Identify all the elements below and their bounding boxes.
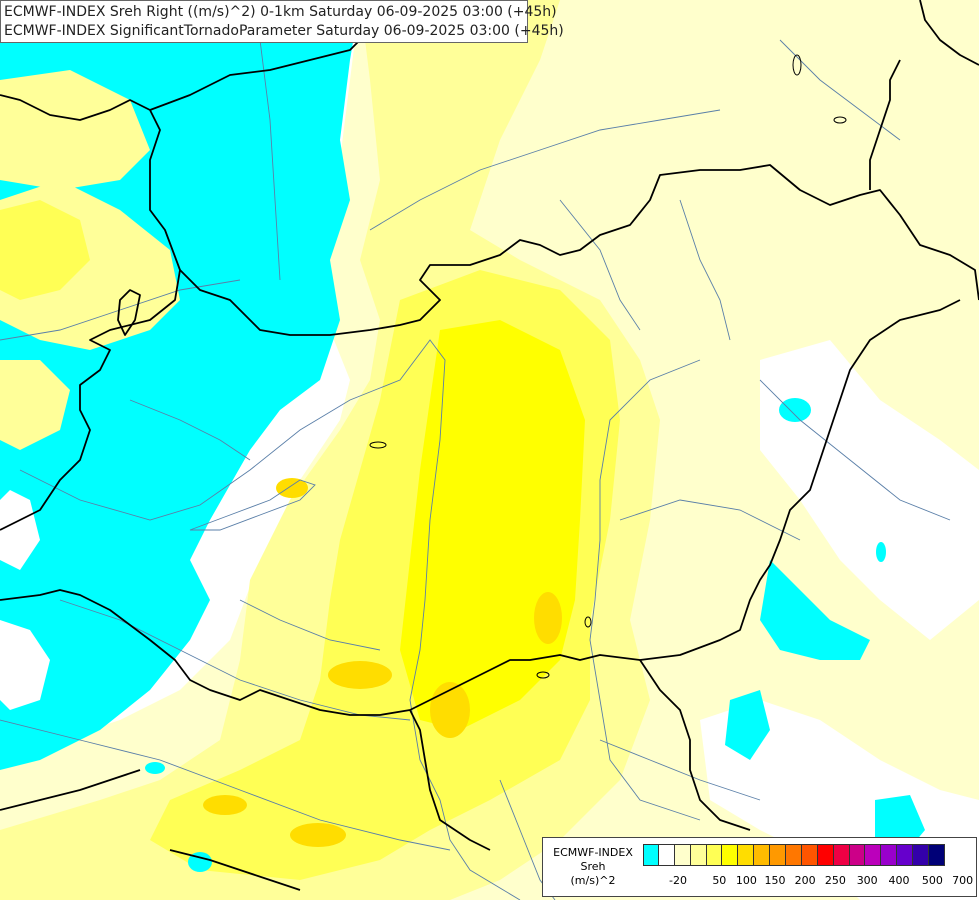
sreh-west-island-5 — [0, 620, 50, 710]
border-south-2 — [169, 849, 301, 891]
river-north-3 — [679, 199, 731, 341]
legend-tick-label: 200 — [794, 874, 816, 887]
sreh-low-patch-east — [760, 340, 979, 640]
legend-tick-label: 250 — [824, 874, 846, 887]
border-hu-ro — [409, 299, 961, 711]
map-header: ECMWF-INDEX Sreh Right ((m/s)^2) 0-1km S… — [0, 0, 564, 43]
legend-swatch — [690, 844, 707, 866]
sreh-negative-east-1 — [760, 560, 870, 660]
legend-swatch — [770, 844, 787, 866]
legend-tick-labels: -20 50 100 150 200 250 300 400 500 700 — [643, 874, 977, 888]
legend-tick-label: 50 — [712, 874, 727, 887]
river-west-2 — [259, 39, 281, 281]
river-south-1 — [599, 739, 761, 801]
small-lake-1 — [369, 441, 387, 449]
sreh-west-island-4 — [0, 360, 70, 450]
legend-swatch — [849, 844, 866, 866]
sreh-west-island-6 — [0, 490, 40, 570]
header-line-stp: ECMWF-INDEX SignificantTornadoParameter … — [4, 23, 564, 39]
sreh-peak-4 — [203, 795, 247, 815]
legend-tick-label: 700 — [952, 874, 974, 887]
river-tisza — [589, 359, 701, 821]
river-lake-balaton — [189, 479, 316, 531]
legend-swatch — [786, 844, 802, 866]
legend-swatch — [817, 844, 834, 866]
legend-tick-label: 300 — [856, 874, 878, 887]
border-at-hu — [179, 164, 979, 336]
river-west-3 — [129, 399, 251, 461]
sreh-negative-east-5 — [876, 542, 886, 562]
legend-swatch — [913, 844, 930, 866]
legend-swatch — [881, 844, 898, 866]
sreh-negative-east-2 — [725, 690, 770, 760]
sreh-negative-south-2 — [145, 762, 165, 774]
river-west-1 — [0, 279, 241, 341]
legend-swatch — [722, 844, 739, 866]
small-lake-5 — [536, 671, 550, 679]
border-south-west — [0, 769, 141, 811]
border-hr-rs — [409, 709, 491, 851]
sreh-peak-1 — [534, 592, 562, 644]
border-hu-hr — [0, 589, 411, 716]
border-lake — [117, 289, 141, 336]
river-east-2 — [619, 499, 801, 541]
color-legend: ECMWF-INDEX Sreh (m/s)^2 -20 50 100 150 200 2… — [542, 837, 977, 897]
legend-swatch — [929, 844, 945, 866]
legend-swatch — [706, 844, 723, 866]
legend-title: ECMWF-INDEX Sreh (m/s)^2 — [548, 846, 638, 888]
river-north-2 — [559, 199, 641, 331]
legend-swatch — [754, 844, 771, 866]
border-rs-ro — [639, 659, 751, 831]
legend-swatch — [658, 844, 675, 866]
small-lake-2 — [833, 116, 847, 124]
river-danube — [19, 339, 521, 900]
sreh-negative-south-1 — [188, 852, 212, 872]
sreh-peak-6 — [276, 478, 308, 498]
legend-tick-label: 150 — [764, 874, 786, 887]
legend-tick-label: 400 — [888, 874, 910, 887]
header-line-sreh: ECMWF-INDEX Sreh Right ((m/s)^2) 0-1km S… — [4, 4, 557, 20]
border-west-north — [0, 94, 181, 531]
sreh-peak-3 — [328, 661, 392, 689]
legend-title-line2: Sreh — [580, 860, 606, 873]
border-east-north — [869, 59, 901, 190]
river-sava — [0, 719, 451, 851]
legend-title-line3: (m/s)^2 — [570, 874, 616, 887]
sreh-peak-5 — [290, 823, 346, 847]
legend-swatch — [643, 844, 659, 866]
legend-tick-label: -20 — [668, 874, 687, 887]
legend-color-scale — [643, 844, 945, 866]
legend-swatch — [897, 844, 914, 866]
legend-title-line1: ECMWF-INDEX — [553, 846, 633, 859]
border-east-2 — [919, 0, 979, 66]
sreh-west-island-2 — [0, 200, 90, 300]
sreh-negative-east-4 — [779, 398, 811, 422]
legend-tick-label: 500 — [921, 874, 943, 887]
small-lake-3 — [792, 54, 802, 76]
legend-swatch — [801, 844, 818, 866]
legend-swatch — [738, 844, 755, 866]
legend-tick-label: 100 — [735, 874, 757, 887]
legend-swatch — [865, 844, 882, 866]
legend-swatch — [674, 844, 691, 866]
sreh-negative-west — [0, 0, 360, 770]
river-east-1 — [759, 379, 951, 521]
legend-swatch — [833, 844, 850, 866]
sreh-west-island-3 — [0, 70, 150, 190]
river-north-1 — [369, 109, 721, 231]
river-southwest — [239, 599, 381, 651]
small-lake-4 — [584, 616, 592, 628]
